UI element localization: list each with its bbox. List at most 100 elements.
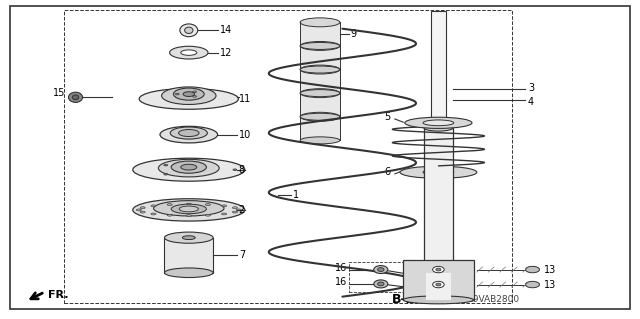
Ellipse shape — [158, 159, 219, 177]
Ellipse shape — [183, 92, 195, 97]
Ellipse shape — [133, 158, 244, 181]
Ellipse shape — [221, 213, 227, 215]
Ellipse shape — [236, 209, 241, 211]
Ellipse shape — [525, 281, 540, 288]
Text: S9VAB2800: S9VAB2800 — [467, 295, 519, 304]
Text: 4: 4 — [528, 97, 534, 107]
Ellipse shape — [400, 166, 477, 178]
Text: 14: 14 — [220, 25, 232, 35]
Ellipse shape — [164, 268, 213, 278]
Polygon shape — [164, 238, 213, 273]
Ellipse shape — [300, 41, 340, 50]
Text: 15: 15 — [53, 87, 65, 98]
Ellipse shape — [403, 296, 474, 304]
Ellipse shape — [167, 204, 172, 205]
Ellipse shape — [164, 232, 213, 243]
Ellipse shape — [423, 169, 454, 175]
Ellipse shape — [300, 65, 340, 74]
Ellipse shape — [175, 93, 179, 95]
Ellipse shape — [173, 88, 204, 100]
Ellipse shape — [68, 92, 83, 102]
Ellipse shape — [72, 95, 79, 100]
Ellipse shape — [140, 89, 238, 109]
Ellipse shape — [205, 214, 211, 216]
Text: 8: 8 — [239, 165, 245, 175]
Ellipse shape — [170, 127, 207, 139]
Ellipse shape — [186, 215, 191, 217]
Ellipse shape — [300, 137, 340, 144]
Ellipse shape — [154, 201, 224, 216]
Text: 2: 2 — [239, 205, 245, 215]
Text: FR.: FR. — [48, 290, 68, 300]
Ellipse shape — [378, 282, 384, 286]
Ellipse shape — [180, 24, 198, 37]
Ellipse shape — [180, 50, 197, 56]
Polygon shape — [431, 11, 446, 121]
Ellipse shape — [182, 236, 195, 240]
Text: 5: 5 — [384, 112, 390, 122]
Polygon shape — [300, 117, 340, 140]
Polygon shape — [426, 273, 451, 300]
Polygon shape — [300, 46, 340, 70]
Ellipse shape — [172, 204, 206, 214]
Text: 12: 12 — [220, 48, 232, 58]
Ellipse shape — [179, 206, 198, 212]
Ellipse shape — [424, 124, 453, 131]
Ellipse shape — [151, 205, 156, 207]
Ellipse shape — [374, 280, 388, 288]
Text: 6: 6 — [384, 167, 390, 177]
Ellipse shape — [232, 207, 237, 209]
Ellipse shape — [525, 266, 540, 273]
Ellipse shape — [436, 283, 441, 286]
Ellipse shape — [205, 204, 211, 205]
Ellipse shape — [164, 164, 168, 166]
Text: 16: 16 — [335, 263, 348, 273]
Polygon shape — [300, 22, 340, 46]
Ellipse shape — [300, 90, 340, 97]
Ellipse shape — [233, 169, 237, 170]
Polygon shape — [300, 93, 340, 117]
Text: 11: 11 — [239, 94, 251, 104]
Ellipse shape — [180, 164, 197, 170]
Ellipse shape — [433, 266, 444, 273]
Text: B-27: B-27 — [392, 293, 424, 306]
Ellipse shape — [136, 209, 141, 211]
Ellipse shape — [164, 174, 168, 175]
Ellipse shape — [423, 120, 454, 126]
Ellipse shape — [170, 46, 208, 59]
Ellipse shape — [133, 199, 244, 221]
Text: 13: 13 — [544, 264, 556, 275]
Ellipse shape — [436, 268, 441, 271]
Polygon shape — [10, 6, 630, 309]
Ellipse shape — [221, 205, 227, 207]
Text: 10: 10 — [239, 130, 251, 140]
Ellipse shape — [405, 117, 472, 129]
Ellipse shape — [300, 112, 340, 121]
Ellipse shape — [161, 87, 216, 105]
Ellipse shape — [232, 211, 237, 213]
Text: 16: 16 — [335, 277, 348, 287]
Ellipse shape — [300, 89, 340, 98]
Ellipse shape — [193, 96, 196, 97]
Ellipse shape — [300, 18, 340, 27]
Text: 3: 3 — [528, 83, 534, 93]
Ellipse shape — [193, 91, 196, 93]
Ellipse shape — [300, 113, 340, 120]
Polygon shape — [424, 128, 453, 262]
Text: 1: 1 — [293, 189, 300, 200]
Ellipse shape — [300, 42, 340, 49]
Ellipse shape — [433, 281, 444, 288]
Ellipse shape — [172, 161, 206, 173]
Ellipse shape — [167, 214, 172, 216]
Ellipse shape — [140, 211, 145, 213]
Ellipse shape — [184, 27, 193, 33]
Text: 7: 7 — [239, 250, 245, 260]
Ellipse shape — [151, 213, 156, 215]
Ellipse shape — [186, 203, 191, 205]
Ellipse shape — [140, 207, 145, 209]
Bar — [349, 262, 406, 292]
Ellipse shape — [160, 126, 218, 143]
Ellipse shape — [374, 265, 388, 273]
Text: 9: 9 — [351, 29, 357, 39]
Ellipse shape — [378, 268, 384, 271]
